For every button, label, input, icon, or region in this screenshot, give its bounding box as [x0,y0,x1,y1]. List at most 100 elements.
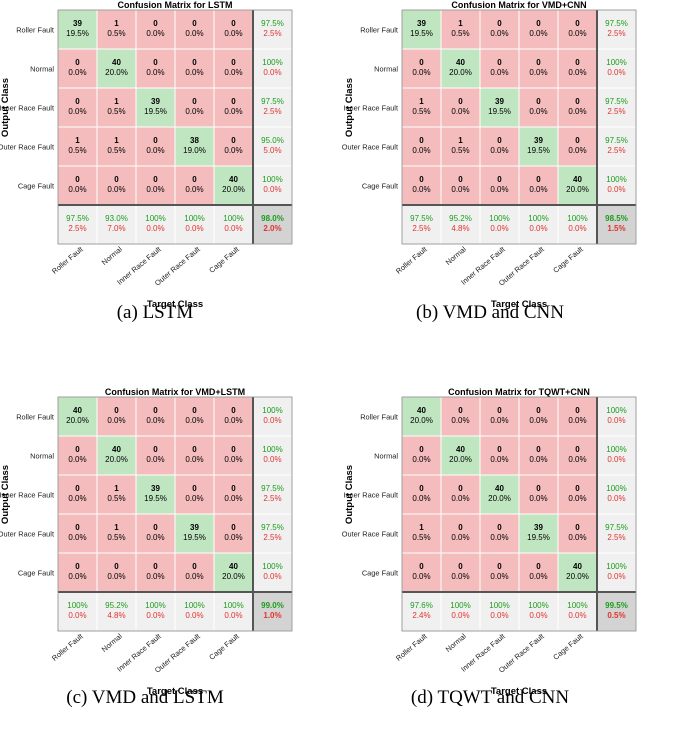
y-tick-label: Cage Fault [18,569,54,578]
matrix-cell [518,165,559,206]
matrix-cell [518,552,559,593]
matrix-cell-percent: 0.0% [146,68,164,77]
matrix-cell-value: 39 [151,484,160,493]
matrix-cell-percent: 0.0% [451,416,469,425]
column-summary-cell-value: 100% [67,601,87,610]
column-summary-cell-value: 95.2% [449,214,472,223]
column-summary-cell-value: 100% [567,214,587,223]
matrix-cell-value: 39 [151,97,160,106]
row-summary-cell [252,474,293,515]
matrix-cell-value: 40 [456,58,465,67]
matrix-cell-value: 1 [114,484,119,493]
matrix-cell [174,87,215,128]
matrix-cell-value: 0 [575,97,580,106]
row-summary-cell-percent: 0.0% [607,494,625,503]
matrix-cell-percent: 0.0% [490,533,508,542]
overall-accuracy-cell [252,204,293,245]
matrix-cell [57,474,98,515]
matrix-cell-percent: 0.5% [451,29,469,38]
column-summary-cell-percent: 0.0% [146,611,164,620]
matrix-cell-value: 0 [419,484,424,493]
column-summary-cell-percent: 0.0% [490,224,508,233]
matrix-cell-percent: 0.5% [451,146,469,155]
matrix-cell-percent: 0.0% [224,68,242,77]
column-summary-cell-percent: 7.0% [107,224,125,233]
row-summary-cell-value: 97.5% [261,19,284,28]
matrix-cell [96,48,137,89]
column-summary-cell-percent: 0.0% [568,224,586,233]
matrix-cell-value: 0 [536,484,541,493]
matrix-cell-percent: 0.0% [529,68,547,77]
matrix-cell [96,552,137,593]
matrix-cell [96,396,137,437]
matrix-cell-percent: 0.0% [224,107,242,116]
matrix-cell-percent: 20.0% [105,455,128,464]
matrix-cell [135,513,176,554]
matrix-cell [518,513,559,554]
y-tick-label: Outer Race Fault [342,143,398,152]
matrix-cell [401,396,442,437]
row-summary-cell-value: 95.0% [261,136,284,145]
x-tick-label: Normal [100,244,124,266]
column-summary-cell-value: 93.0% [105,214,128,223]
column-summary-cell-percent: 0.0% [146,224,164,233]
y-tick-label: Normal [30,452,54,461]
matrix-cell-value: 0 [458,97,463,106]
column-summary-cell [57,591,98,632]
subfigure-caption: (d) TQWT and CNN [411,687,569,708]
confusion-matrix-panel-1: Confusion Matrix for VMD+CNN3919.5%10.5%… [342,0,637,323]
matrix-cell-percent: 0.0% [224,455,242,464]
matrix-cell-value: 40 [112,445,121,454]
matrix-cell [96,87,137,128]
y-tick-label: Roller Fault [360,26,398,35]
matrix-cell-value: 0 [192,562,197,571]
chart-title: Confusion Matrix for TQWT+CNN [448,387,590,397]
matrix-cell-percent: 0.0% [412,455,430,464]
confusion-matrix-panel-0: Confusion Matrix for LSTM3919.5%10.5%00.… [0,0,293,323]
matrix-cell-percent: 0.0% [451,494,469,503]
column-summary-cell-percent: 4.8% [107,611,125,620]
matrix-cell [440,552,481,593]
column-summary-cell-value: 95.2% [105,601,128,610]
x-tick-label: Roller Fault [50,632,85,663]
matrix-cell-value: 0 [419,562,424,571]
overall-accuracy-cell-percent: 1.5% [607,224,625,233]
matrix-cell-value: 0 [231,445,236,454]
row-summary-cell-value: 100% [262,445,282,454]
matrix-cell-percent: 0.0% [185,29,203,38]
matrix-cell-value: 0 [419,136,424,145]
matrix-cell [479,9,520,50]
matrix-cell-value: 0 [458,523,463,532]
x-tick-label: Normal [444,244,468,266]
matrix-cell-percent: 19.5% [66,29,89,38]
column-summary-cell [479,591,520,632]
x-tick-label: Roller Fault [50,245,85,276]
overall-accuracy-cell [596,204,637,245]
matrix-cell-value: 0 [75,484,80,493]
matrix-cell-value: 0 [153,175,158,184]
matrix-cell-percent: 0.0% [568,455,586,464]
column-summary-cell-value: 100% [145,601,165,610]
y-tick-label: Cage Fault [362,182,398,191]
matrix-cell-value: 1 [458,19,463,28]
row-summary-cell-percent: 2.5% [263,29,281,38]
matrix-cell-percent: 0.0% [529,455,547,464]
matrix-cell [213,87,254,128]
matrix-cell-percent: 0.0% [529,416,547,425]
column-summary-cell-value: 100% [223,214,243,223]
y-tick-label: Normal [374,65,398,74]
matrix-cell-value: 0 [192,484,197,493]
column-summary-cell-percent: 2.5% [412,224,430,233]
matrix-cell-percent: 20.0% [449,68,472,77]
matrix-cell-percent: 0.0% [490,572,508,581]
matrix-cell [440,48,481,89]
matrix-cell-percent: 0.0% [68,455,86,464]
matrix-cell-value: 40 [456,445,465,454]
matrix-cell-value: 0 [497,445,502,454]
matrix-cell [557,435,598,476]
matrix-cell-value: 0 [153,523,158,532]
matrix-cell [57,513,98,554]
column-summary-cell-percent: 0.0% [451,611,469,620]
column-summary-cell-value: 97.5% [410,214,433,223]
